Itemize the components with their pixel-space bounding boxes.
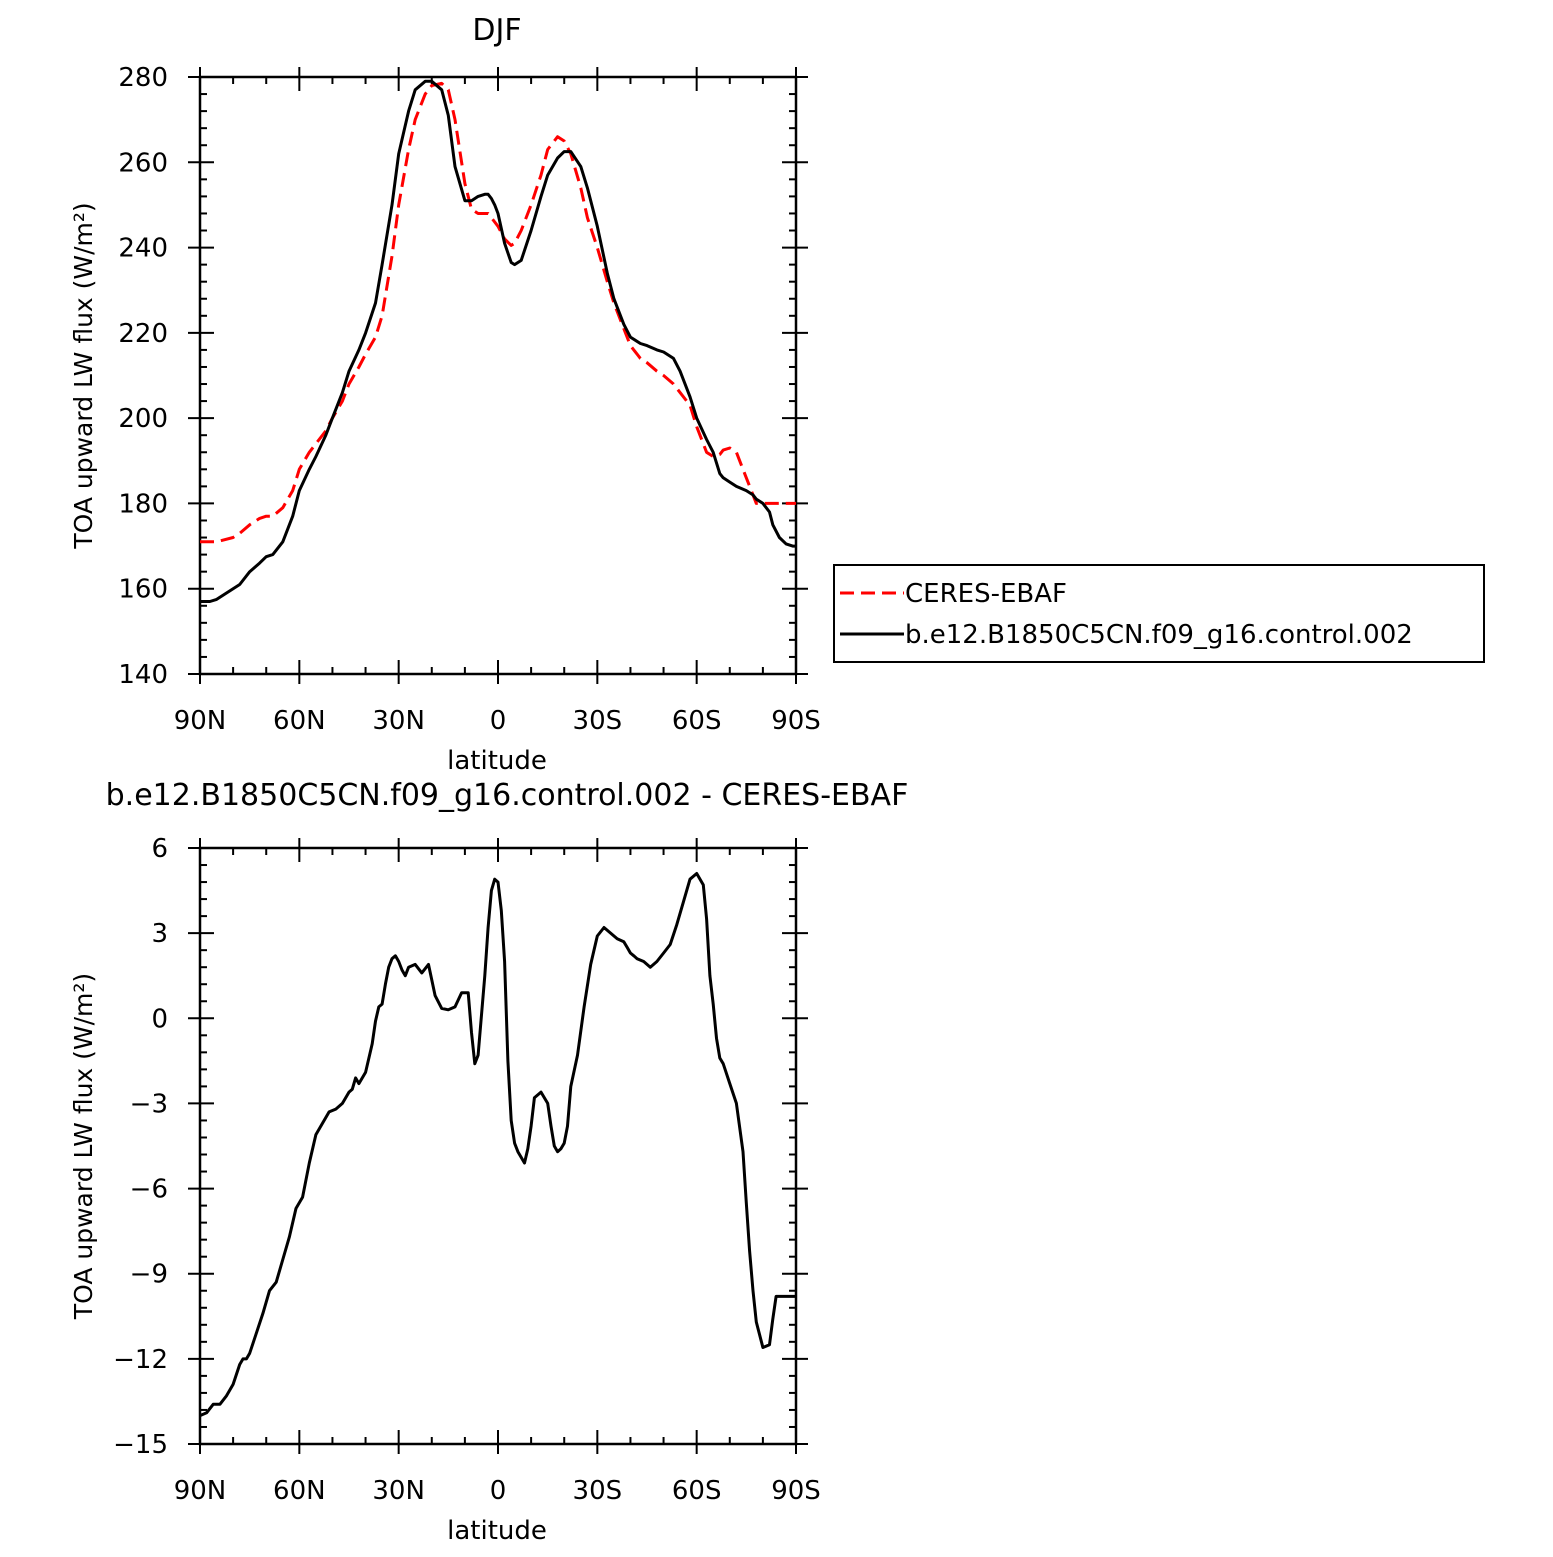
- y-tick-label: 220: [118, 319, 168, 349]
- series-line-1: [200, 81, 796, 544]
- y-tick-label: −3: [130, 1089, 168, 1119]
- y-tick-label: 0: [151, 1004, 168, 1034]
- x-tick-label: 60S: [672, 706, 722, 736]
- chart-panel-1: DJF 90N 60N 30N 0 30S 60S 90S latitude 140 160 180 2…: [69, 13, 1485, 776]
- x-tick-label: 30N: [372, 706, 425, 736]
- y-tick-label: 140: [118, 660, 168, 690]
- x-tick-label: 30S: [573, 1476, 623, 1506]
- plot-frame: [198, 75, 798, 676]
- chart-title: b.e12.B1850C5CN.f09_g16.control.002 - CE…: [106, 778, 909, 813]
- x-axis-label: latitude: [447, 1516, 547, 1546]
- y-tick-label: −6: [130, 1175, 168, 1205]
- x-tick-label: 30N: [372, 1476, 425, 1506]
- x-tick-label: 0: [490, 1476, 507, 1506]
- x-tick-label: 90N: [174, 706, 227, 736]
- y-tick-label: 280: [118, 63, 168, 93]
- y-tick-label: −9: [130, 1260, 168, 1290]
- series-line-1: [199, 872, 796, 1417]
- x-axis-ticks: [199, 838, 797, 1454]
- y-tick-label: 180: [118, 489, 168, 519]
- x-tick-label: 60N: [273, 706, 326, 736]
- x-tick-label: 30S: [573, 706, 623, 736]
- x-axis-label: latitude: [447, 746, 547, 776]
- y-tick-label: 200: [118, 404, 168, 434]
- y-axis-label: TOA upward LW flux (W/m²): [69, 973, 98, 1320]
- y-tick-label: 240: [118, 234, 168, 264]
- legend-entry: CERES-EBAF: [905, 579, 1067, 609]
- legend-entry: b.e12.B1850C5CN.f09_g16.control.002: [905, 620, 1413, 650]
- legend-box: [833, 564, 1485, 663]
- y-tick-label: 3: [151, 919, 168, 949]
- x-axis-ticks: [199, 67, 797, 684]
- series-line-2: [200, 79, 796, 603]
- y-tick-label: 260: [118, 148, 168, 178]
- y-tick-label: −15: [113, 1430, 168, 1460]
- y-tick-label: 6: [151, 834, 168, 864]
- y-axis-ticks: [188, 847, 808, 1445]
- x-tick-label: 0: [490, 706, 507, 736]
- x-tick-label: 60S: [672, 1476, 722, 1506]
- y-axis-ticks: [188, 76, 808, 675]
- x-tick-label: 60N: [273, 1476, 326, 1506]
- chart-panel-2: b.e12.B1850C5CN.f09_g16.control.002 - CE…: [69, 778, 908, 1546]
- x-tick-label: 90S: [771, 706, 821, 736]
- y-tick-label: −12: [113, 1345, 168, 1375]
- legend: CERES-EBAF b.e12.B1850C5CN.f09_g16.contro…: [833, 564, 1485, 663]
- chart-title: DJF: [472, 13, 521, 48]
- x-tick-label: 90S: [771, 1476, 821, 1506]
- y-axis-label: TOA upward LW flux (W/m²): [69, 202, 98, 549]
- x-tick-label: 90N: [174, 1476, 227, 1506]
- y-tick-label: 160: [118, 575, 168, 605]
